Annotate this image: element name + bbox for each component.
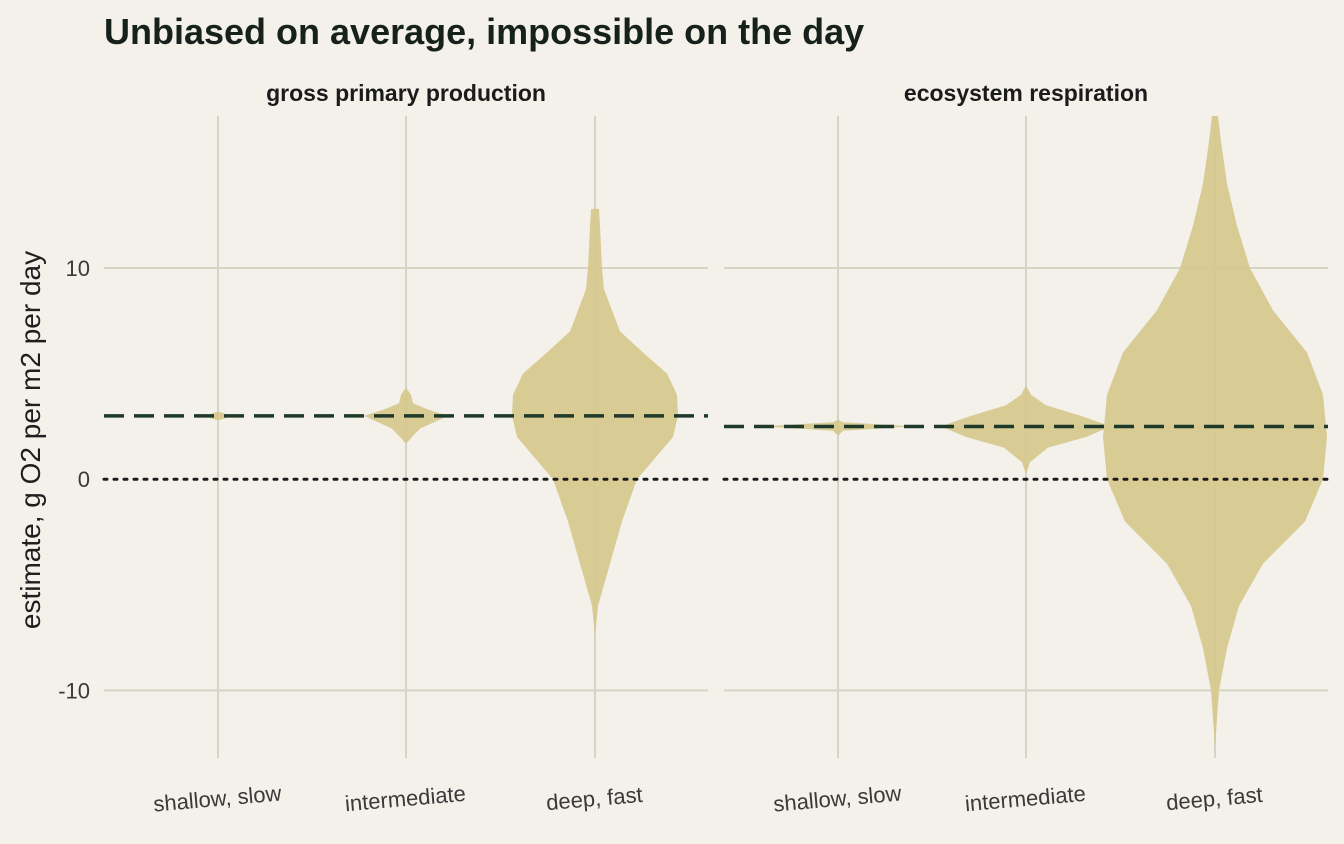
x-tick-label: shallow, slow bbox=[152, 780, 282, 816]
violin-deep-fast bbox=[512, 208, 678, 634]
x-tick-label: deep, fast bbox=[545, 782, 643, 815]
violin-shallow-slow bbox=[208, 411, 228, 421]
y-tick-label: 0 bbox=[78, 467, 90, 492]
chart-title: Unbiased on average, impossible on the d… bbox=[104, 11, 864, 52]
facet-panels: gross primary production shallow, slow int… bbox=[102, 80, 1330, 817]
violin-deep-fast bbox=[1103, 116, 1327, 744]
facet-panel: gross primary production shallow, slow int… bbox=[102, 80, 710, 817]
x-tick-label: shallow, slow bbox=[772, 780, 902, 816]
facet-title: ecosystem respiration bbox=[904, 80, 1148, 106]
violin-shallow-slow bbox=[762, 420, 914, 435]
x-tick-label: deep, fast bbox=[1165, 782, 1263, 815]
y-axis: -10 0 10 bbox=[58, 256, 90, 703]
x-tick-label: intermediate bbox=[344, 781, 467, 816]
y-tick-label: -10 bbox=[58, 678, 90, 703]
facet-panel: ecosystem respiration shallow, slow interm… bbox=[722, 80, 1330, 817]
violin-intermediate bbox=[941, 386, 1111, 473]
facet-title: gross primary production bbox=[266, 80, 546, 106]
x-tick-label: intermediate bbox=[964, 781, 1087, 816]
y-tick-label: 10 bbox=[66, 256, 90, 281]
y-axis-label: estimate, g O2 per m2 per day bbox=[15, 251, 46, 629]
